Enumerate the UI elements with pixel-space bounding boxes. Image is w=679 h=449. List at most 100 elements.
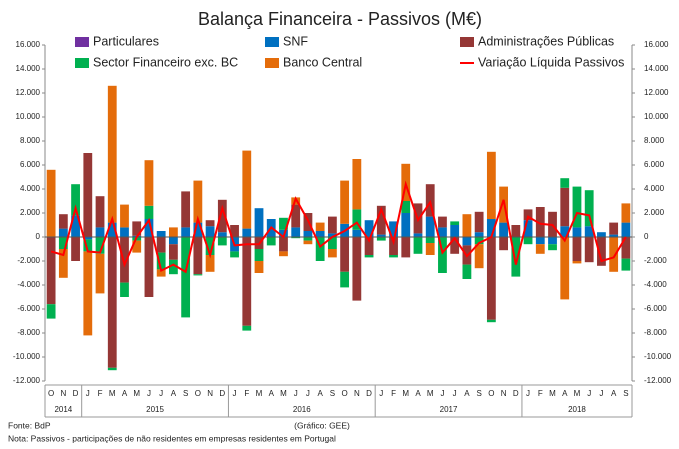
bar — [572, 261, 582, 264]
bar — [217, 237, 227, 246]
bar — [621, 222, 631, 237]
bar — [315, 237, 325, 261]
bar — [95, 227, 105, 237]
y-tick-label: 2.000 — [20, 208, 41, 217]
bar — [609, 234, 619, 237]
bar — [242, 228, 252, 237]
x-tick-label: J — [306, 389, 310, 398]
bar — [46, 304, 56, 319]
bar — [83, 153, 93, 237]
bar — [303, 231, 313, 237]
bar — [621, 258, 631, 271]
bar — [474, 211, 484, 233]
bar — [144, 237, 154, 297]
bar — [181, 237, 191, 318]
bar — [291, 237, 301, 239]
y2-tick-label: -2.000 — [644, 256, 667, 265]
bar — [279, 229, 288, 237]
bar — [340, 237, 350, 272]
bar — [548, 244, 557, 251]
bar — [548, 237, 557, 245]
bar — [376, 234, 386, 237]
bar — [169, 227, 178, 237]
bar — [450, 221, 460, 225]
y2-tick-label: 0 — [644, 232, 649, 241]
bar — [352, 159, 362, 210]
x-tick-label: A — [171, 389, 177, 398]
bar — [364, 237, 374, 255]
bar — [572, 237, 582, 261]
y2-tick-label: 14.000 — [644, 64, 669, 73]
year-label: 2015 — [146, 405, 164, 414]
x-tick-label: O — [488, 389, 494, 398]
bar — [523, 237, 533, 245]
bar — [389, 255, 398, 258]
bar — [389, 221, 398, 237]
note: Nota: Passivos - participações de não re… — [8, 433, 336, 443]
x-tick-label: A — [122, 389, 128, 398]
bar — [523, 220, 533, 237]
legend-swatch — [460, 37, 474, 47]
x-tick-label: O — [48, 389, 54, 398]
bar — [242, 150, 252, 229]
x-tick-label: A — [611, 389, 617, 398]
y-tick-label: 14.000 — [16, 64, 41, 73]
bar — [327, 216, 337, 234]
legend-label: Sector Financeiro exc. BC — [93, 55, 238, 69]
bar — [327, 233, 337, 237]
bar — [156, 252, 166, 270]
bar — [609, 222, 619, 235]
bar — [425, 184, 435, 217]
bar — [217, 199, 227, 233]
y-tick-label: -2.000 — [17, 256, 40, 265]
y2-tick-label: 8.000 — [644, 136, 665, 145]
bar — [156, 231, 166, 237]
bar — [58, 237, 68, 249]
bar — [597, 237, 606, 266]
bar — [156, 269, 166, 277]
y2-tick-label: 16.000 — [644, 40, 669, 49]
bar — [486, 319, 496, 323]
y-tick-label: -10.000 — [13, 352, 41, 361]
bar — [560, 226, 570, 237]
x-tick-label: A — [269, 389, 275, 398]
bar — [376, 237, 386, 241]
x-tick-label: J — [599, 389, 603, 398]
y-tick-label: 0 — [36, 232, 41, 241]
y-tick-label: 8.000 — [20, 136, 41, 145]
x-tick-label: D — [73, 389, 79, 398]
y2-tick-label: -12.000 — [644, 376, 672, 385]
x-tick-label: J — [86, 389, 90, 398]
bar — [120, 204, 129, 228]
bar — [205, 226, 215, 237]
bar — [193, 237, 203, 275]
bar — [169, 237, 178, 245]
legend-swatch — [75, 58, 89, 68]
bar — [205, 237, 215, 255]
x-tick-label: F — [391, 389, 396, 398]
y2-tick-label: 6.000 — [644, 160, 665, 169]
bar — [156, 237, 166, 253]
x-tick-label: J — [233, 389, 237, 398]
y2-tick-label: 12.000 — [644, 88, 669, 97]
bar — [597, 232, 606, 237]
bar — [107, 85, 117, 223]
x-tick-label: M — [549, 389, 556, 398]
bar — [303, 237, 313, 241]
x-tick-label: M — [256, 389, 263, 398]
bar — [401, 213, 411, 237]
y-tick-label: -6.000 — [17, 304, 40, 313]
bar — [499, 237, 508, 251]
bar — [58, 228, 68, 237]
legend-label: Variação Líquida Passivos — [478, 55, 624, 69]
bar — [389, 237, 398, 255]
bar — [511, 225, 521, 237]
bar — [486, 237, 496, 320]
bar — [584, 226, 594, 237]
bar — [71, 215, 80, 237]
x-tick-label: M — [280, 389, 287, 398]
bar — [352, 237, 362, 301]
bar — [95, 196, 105, 228]
x-tick-label: A — [317, 389, 323, 398]
y-tick-label: 12.000 — [16, 88, 41, 97]
